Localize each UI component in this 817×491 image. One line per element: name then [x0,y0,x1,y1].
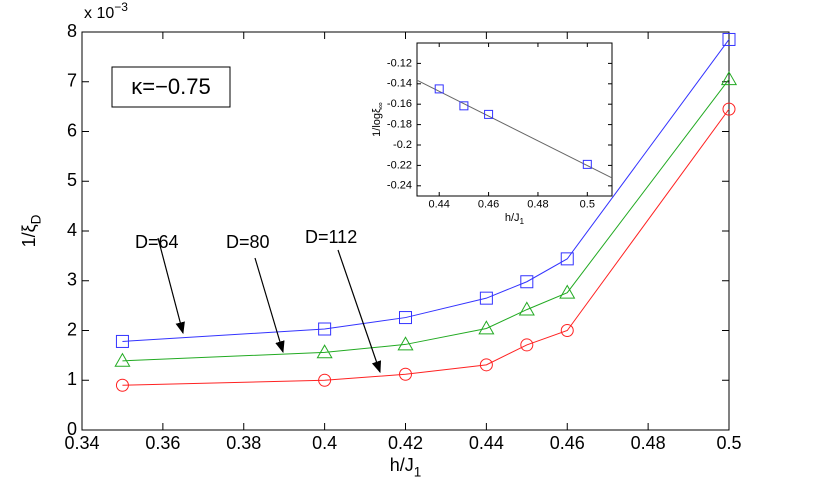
annotation-kappa: κ=−0.75 [131,74,211,99]
x-tick-label: 0.5 [716,433,741,453]
x-tick-label: 0.44 [429,199,450,211]
y-tick-label: 7 [67,71,77,91]
x-tick-label: 0.42 [388,433,423,453]
data-point [114,352,131,367]
x-tick-label: 0.34 [64,433,99,453]
y-axis-label-main: 1/logξ [371,108,383,137]
data-point [520,275,534,289]
x-tick-label: 0.4 [312,433,337,453]
x-tick-label: 0.5 [580,199,595,211]
y-tick-label: 4 [67,220,77,240]
data-point [399,367,412,381]
x-tick-label: 0.46 [550,433,585,453]
x-tick-label: 0.48 [631,433,666,453]
series-line [122,78,730,362]
multiplier-exp: −3 [114,0,128,14]
y-tick-label: 5 [67,170,77,190]
data-point [582,159,592,169]
y-tick-label: -0.16 [387,98,412,110]
y-tick-label: -0.22 [387,159,412,171]
annotation-box [111,66,231,108]
data-point [316,344,333,359]
annotation-arrow [337,249,382,374]
data-point [559,284,576,299]
y-tick-label: 6 [67,120,77,140]
axis-multiplier: x 10−3 [84,0,128,22]
y-axis-label-main: 1/ξ [19,224,39,247]
annotation-label: D=112 [305,227,357,247]
annotation-label: D=80 [226,232,270,252]
data-point [720,71,738,86]
data-point [478,320,495,335]
data-point [560,252,574,266]
annotation-arrow [254,257,285,354]
x-tick-label: 0.48 [527,199,548,211]
data-point [518,301,535,316]
data-point [479,358,493,372]
data-point [115,378,129,392]
y-tick-label: 1 [67,369,77,389]
x-tick-label: 0.44 [469,433,504,453]
plot-area [416,42,613,197]
y-tick-label: -0.12 [387,57,412,69]
y-tick-label: -0.14 [387,78,412,90]
data-point [722,102,736,116]
y-tick-label: -0.2 [393,139,412,151]
data-point [520,338,534,352]
y-axis-label-sub: D [28,214,43,224]
data-point [397,336,414,351]
y-tick-label: -0.24 [387,180,412,192]
x-tick-label: 0.38 [226,433,261,453]
data-point [318,373,332,387]
y-axis-label: 1/ξD [19,214,43,247]
fit-line [416,79,613,179]
y-tick-label: 8 [67,21,77,41]
multiplier-base: x 10 [84,5,114,22]
series-line [122,108,730,386]
y-tick-label: -0.18 [387,119,412,131]
series-line [122,39,730,342]
x-axis-label: h/J1 [505,212,525,226]
data-point [479,291,493,305]
x-axis-label: h/J1 [390,455,422,479]
data-point [722,32,736,46]
data-point [459,101,469,111]
y-axis-label: 1/logξ∞ [371,102,385,137]
x-tick-label: 0.46 [478,199,499,211]
data-point [434,84,444,94]
x-axis-label-main: h/J [505,212,520,224]
data-point [115,334,129,348]
y-tick-label: 3 [67,270,77,290]
x-axis-label-sub: 1 [520,217,525,226]
annotation-arrow [157,237,185,335]
y-tick-label: 0 [67,419,77,439]
data-point [399,311,412,325]
x-axis-label-sub: 1 [414,464,422,479]
x-axis-label-main: h/J [390,455,414,475]
data-point [484,109,494,119]
y-tick-label: 2 [67,319,77,339]
data-point [318,322,332,336]
annotation-label: D=64 [135,232,179,252]
x-tick-label: 0.36 [145,433,180,453]
data-point [560,324,574,337]
y-axis-label-sub: ∞ [376,102,385,108]
